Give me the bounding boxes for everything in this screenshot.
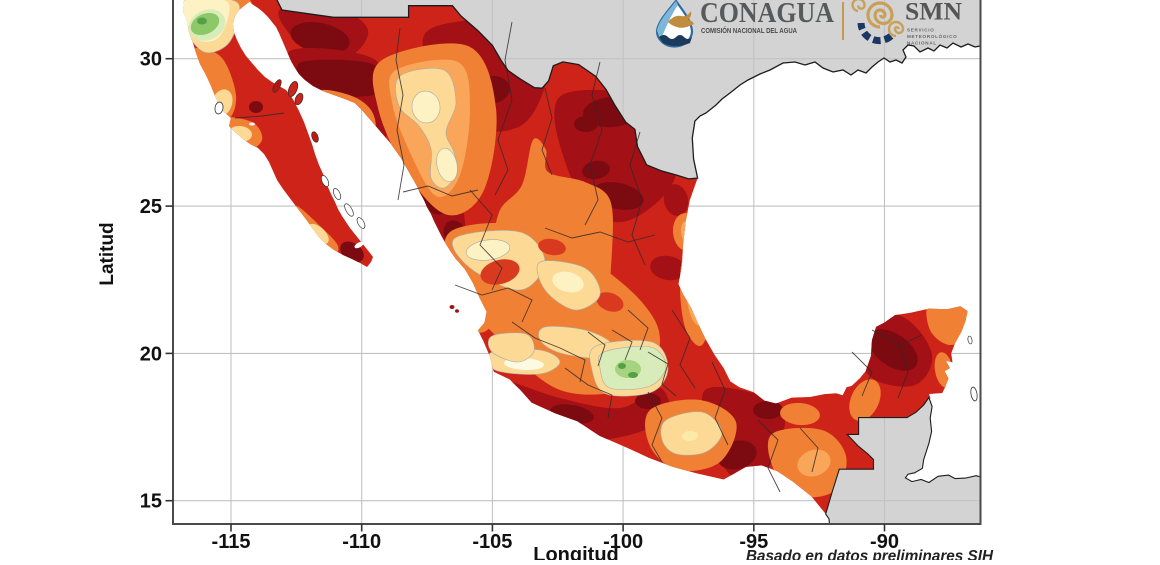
- svg-text:-90: -90: [870, 531, 899, 553]
- svg-text:CONAGUA: CONAGUA: [700, 0, 835, 29]
- svg-text:METEOROLÓGICO: METEOROLÓGICO: [907, 32, 957, 39]
- svg-text:-95: -95: [739, 531, 768, 553]
- svg-text:-105: -105: [472, 531, 512, 553]
- svg-text:25: 25: [140, 196, 162, 218]
- svg-text:-100: -100: [603, 531, 643, 553]
- svg-text:COMISIÓN NACIONAL DEL AGUA: COMISIÓN NACIONAL DEL AGUA: [701, 26, 797, 35]
- svg-text:Latitud: Latitud: [97, 222, 118, 285]
- svg-text:15: 15: [140, 491, 162, 513]
- svg-text:Basado en datos preliminares S: Basado en datos preliminares SIH: [746, 548, 993, 560]
- svg-text:Longitud: Longitud: [533, 544, 619, 560]
- svg-text:SERVICIO: SERVICIO: [907, 28, 934, 33]
- svg-text:30: 30: [140, 49, 162, 71]
- svg-text:-110: -110: [342, 531, 381, 553]
- svg-text:SMN: SMN: [905, 0, 962, 26]
- svg-text:-115: -115: [212, 531, 251, 553]
- svg-text:NACIONAL: NACIONAL: [907, 41, 937, 46]
- svg-text:20: 20: [140, 343, 162, 365]
